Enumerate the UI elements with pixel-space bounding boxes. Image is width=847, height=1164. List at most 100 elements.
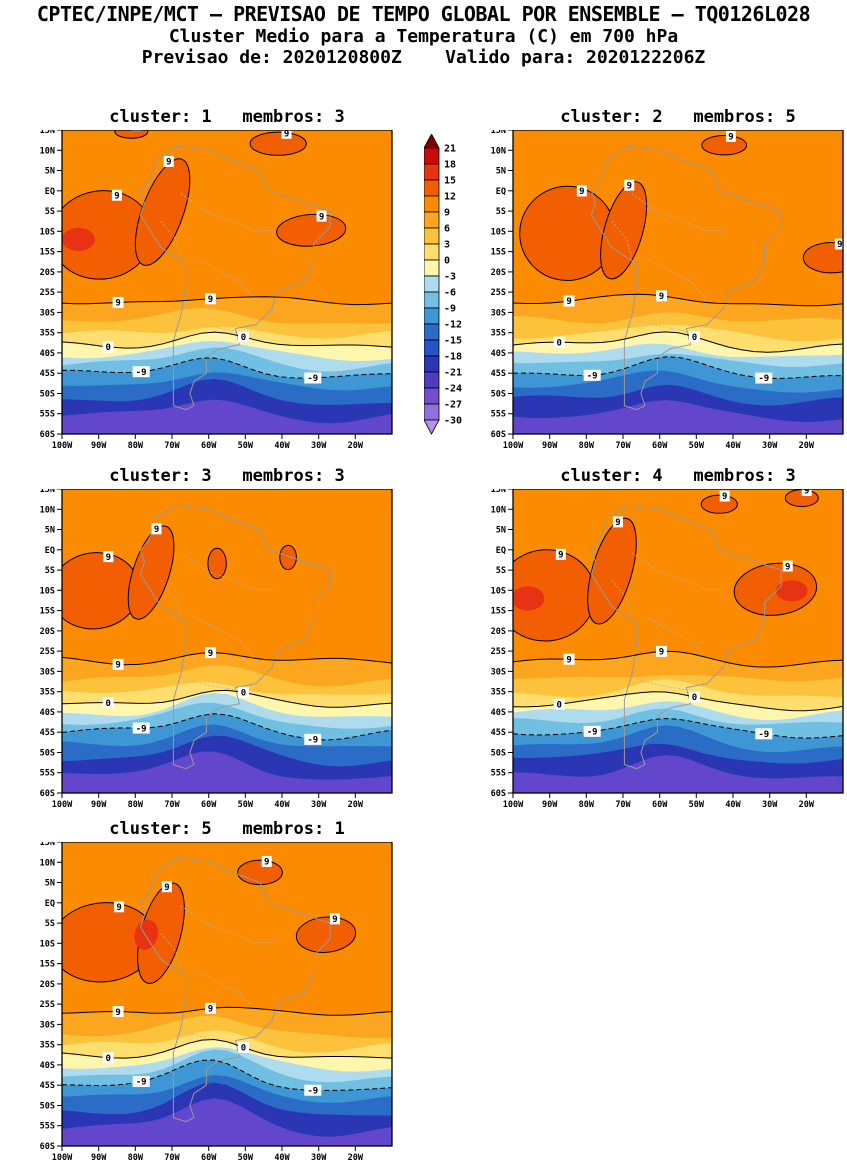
lat-tick-label: 35S bbox=[40, 329, 55, 339]
lat-tick-label: 15N bbox=[491, 489, 506, 495]
lat-tick-label: 20S bbox=[40, 268, 55, 278]
lon-tick-label: 20W bbox=[348, 1153, 364, 1163]
contour-label: 0 bbox=[556, 338, 561, 348]
contour-label: 9 bbox=[264, 858, 269, 868]
lat-tick-label: 5S bbox=[45, 919, 55, 929]
lat-tick-label: 25S bbox=[40, 288, 55, 298]
lon-tick-label: 40W bbox=[725, 800, 741, 810]
contour-label: 9 bbox=[106, 553, 111, 563]
lat-tick-label: 5S bbox=[496, 207, 506, 217]
contour-label: 9 bbox=[115, 661, 120, 671]
south-america-coastline bbox=[590, 145, 782, 411]
contour-label-box bbox=[834, 238, 843, 250]
lat-tick-label: 10S bbox=[40, 586, 55, 596]
lon-tick-label: 40W bbox=[274, 441, 290, 451]
country-border bbox=[644, 257, 707, 299]
country-border bbox=[193, 257, 256, 299]
colorbar-top-arrow bbox=[423, 133, 440, 149]
south-america-coastline bbox=[590, 504, 782, 770]
colorbar-segment bbox=[423, 179, 440, 197]
contour-label-box bbox=[112, 1006, 124, 1018]
contour-label: 9 bbox=[114, 191, 119, 201]
contour-label-box bbox=[103, 551, 114, 563]
colorbar-tick-label: -6 bbox=[444, 288, 456, 299]
lon-tick-label: 70W bbox=[164, 441, 180, 451]
map-frame bbox=[61, 130, 393, 435]
map-cluster-2: 9 9 0 0 -9 -9 9 9 9 9 15N 10N 5N EQ 5S 10S 15S 20S 25S 30S 3… bbox=[491, 130, 844, 451]
contour-label: 0 bbox=[241, 333, 246, 343]
contour-label-box bbox=[304, 733, 322, 745]
lat-tick-label: 10S bbox=[40, 227, 55, 237]
contour-label: 9 bbox=[728, 133, 733, 143]
lat-tick-label: 15N bbox=[40, 489, 55, 495]
contour-label-box bbox=[102, 341, 114, 353]
contour-label: 0 bbox=[105, 1054, 110, 1064]
map-fill-layers: 9 9 0 0 -9 -9 9 9 9 9 9 bbox=[513, 489, 843, 793]
colorbar-tick-label: -18 bbox=[444, 352, 462, 363]
contour-label: 9 bbox=[558, 551, 563, 561]
contour-lines: 9 9 0 0 -9 -9 9 9 9 9 bbox=[62, 855, 392, 1096]
contour-label: 9 bbox=[659, 648, 664, 658]
panel-title-cluster-3: cluster: 3 membros: 3 bbox=[109, 466, 345, 486]
colorbar-segment bbox=[423, 147, 440, 165]
contour-label: 0 bbox=[105, 343, 110, 353]
contour-label-box bbox=[102, 697, 114, 709]
map-frame bbox=[61, 489, 393, 794]
contour-label-box bbox=[205, 293, 216, 305]
contour-label-box bbox=[112, 296, 124, 308]
lat-tick-label: 45S bbox=[40, 728, 55, 738]
lat-tick-label: 45S bbox=[491, 369, 506, 379]
lon-tick-label: 60W bbox=[652, 441, 668, 451]
contour-label-box bbox=[132, 722, 150, 734]
lat-tick-label: 5N bbox=[45, 879, 55, 889]
map-frame bbox=[61, 842, 393, 1147]
contour-label-box bbox=[261, 855, 272, 867]
lat-tick-label: 10S bbox=[491, 227, 506, 237]
contour-label: -9 bbox=[136, 724, 147, 734]
contour-label: 9 bbox=[332, 915, 337, 925]
contour-label: 9 bbox=[659, 292, 664, 302]
lat-tick-label: 10S bbox=[491, 586, 506, 596]
lat-tick-label: 10N bbox=[40, 858, 55, 868]
contour-label: 9 bbox=[154, 525, 159, 535]
warm-anomaly-blobs bbox=[513, 489, 819, 642]
country-border bbox=[180, 905, 274, 943]
country-border bbox=[160, 220, 182, 258]
lat-tick-label: 35S bbox=[40, 1041, 55, 1051]
contour-label: 9 bbox=[134, 130, 139, 132]
contour-label-box bbox=[112, 658, 124, 670]
lon-tick-label: 50W bbox=[238, 1153, 254, 1163]
lon-tick-label: 60W bbox=[201, 1153, 217, 1163]
contour-label: 0 bbox=[556, 700, 561, 710]
lon-tick-label: 90W bbox=[542, 441, 558, 451]
colorbar-tick-label: -3 bbox=[444, 272, 456, 283]
contour-lines: 9 9 0 0 -9 -9 9 9 9 9 9 bbox=[513, 489, 843, 740]
contour-label-box bbox=[304, 372, 322, 384]
colorbar-tick-label: 0 bbox=[444, 256, 450, 267]
lat-tick-label: 50S bbox=[491, 749, 506, 759]
lon-tick-label: 50W bbox=[238, 800, 254, 810]
colorbar-tick-label: -21 bbox=[444, 368, 462, 379]
contour-label-box bbox=[782, 560, 793, 572]
colorbar-scale: 21 18 15 12 9 6 3 0 -3 -6 -9 -12 -15 -18 -21 -24 -27 -30 bbox=[423, 133, 462, 435]
lon-tick-label: 100W bbox=[52, 800, 73, 810]
lat-tick-label: 15S bbox=[491, 607, 506, 617]
lat-tick-label: 45S bbox=[491, 728, 506, 738]
lat-tick-label: 55S bbox=[40, 1122, 55, 1132]
lon-tick-label: 30W bbox=[762, 800, 778, 810]
contour-lines: 9 9 0 0 -9 -9 9 9 9 9 bbox=[513, 130, 843, 384]
lat-tick-label: 5S bbox=[496, 566, 506, 576]
lat-tick-label: 15S bbox=[40, 607, 55, 617]
country-border bbox=[160, 932, 182, 970]
colorbar-tick-label: -9 bbox=[444, 304, 456, 315]
lon-tick-label: 30W bbox=[311, 1153, 327, 1163]
colorbar-tick-label: -24 bbox=[444, 384, 462, 395]
lat-tick-label: 15N bbox=[40, 842, 55, 848]
lat-tick-label: EQ bbox=[496, 187, 506, 197]
contour-label: 0 bbox=[241, 1044, 246, 1054]
map-cluster-5: 9 9 0 0 -9 -9 9 9 9 9 15N 10N 5N EQ 5S 10S 15S 20S 25S 30S 3… bbox=[40, 842, 393, 1163]
lat-tick-label: 20S bbox=[491, 627, 506, 637]
colorbar-segment bbox=[423, 195, 440, 213]
map-cluster-1: 9 9 0 0 -9 -9 9 9 9 9 9 15N 10N 5N EQ 5S 10S 15S 20S 25S 30S… bbox=[40, 130, 393, 451]
